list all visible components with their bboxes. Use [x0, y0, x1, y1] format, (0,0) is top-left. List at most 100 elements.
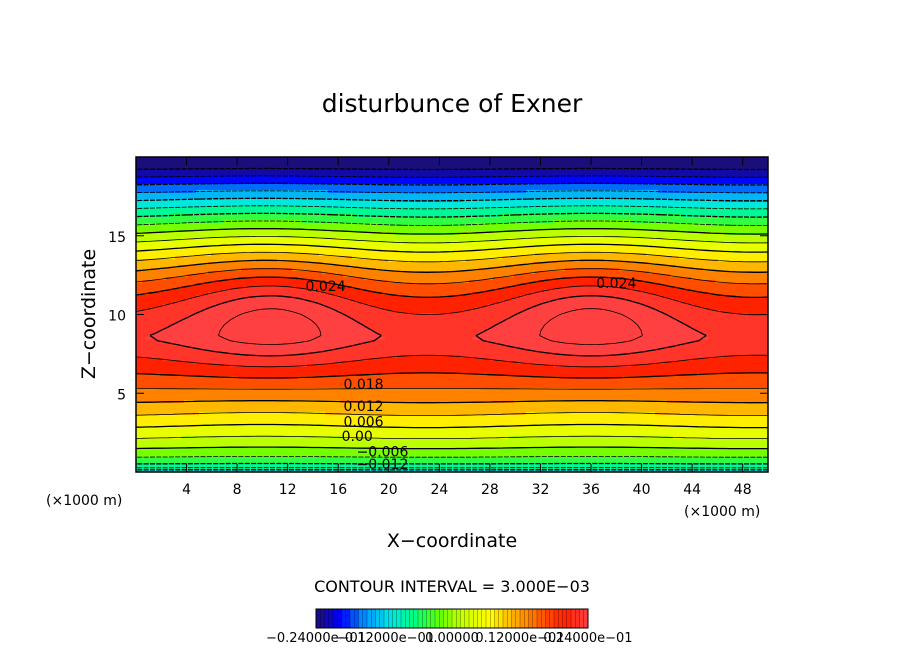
contour-band-cell	[508, 208, 512, 212]
contour-band-cell	[358, 184, 362, 188]
chart-title: disturbunce of Exner	[322, 89, 583, 118]
contour-band-cell	[649, 181, 653, 185]
contour-band-cell	[334, 178, 338, 182]
contour-band-cell	[727, 211, 731, 215]
contour-band-cell	[328, 202, 332, 206]
contour-band-cell	[352, 193, 356, 197]
contour-band-cell	[262, 157, 266, 161]
contour-band-cell	[655, 175, 659, 179]
contour-band-cell	[295, 157, 299, 161]
contour-band-cell	[409, 178, 413, 182]
contour-band-cell	[232, 181, 236, 185]
contour-band-cell	[490, 166, 494, 170]
contour-band-cell	[565, 211, 569, 215]
contour-band-cell	[265, 208, 269, 212]
contour-band-cell	[244, 184, 248, 188]
contour-band-cell	[220, 190, 224, 194]
contour-band-cell	[697, 169, 701, 173]
contour-band-cell	[418, 163, 422, 167]
contour-band-cell	[514, 178, 518, 182]
contour-band-cell	[724, 166, 728, 170]
contour-band-cell	[646, 196, 650, 200]
contour-band-cell	[439, 169, 443, 173]
contour-band-cell	[619, 178, 623, 182]
contour-band-cell	[220, 202, 224, 206]
contour-band-cell	[757, 169, 761, 173]
contour-band-cell	[634, 205, 638, 209]
contour-band-cell	[187, 166, 191, 170]
contour-band-cell	[244, 157, 248, 161]
contour-band-cell	[322, 208, 326, 212]
contour-band-cell	[274, 181, 278, 185]
contour-band-cell	[316, 160, 320, 164]
contour-band-cell	[496, 184, 500, 188]
contour-band-cell	[727, 163, 731, 167]
contour-band-cell	[361, 193, 365, 197]
contour-band-cell	[154, 193, 158, 197]
contour-band-cell	[565, 208, 569, 212]
contour-band-cell	[298, 208, 302, 212]
contour-band-cell	[484, 199, 488, 203]
contour-band-cell	[457, 184, 461, 188]
contour-band-cell	[316, 187, 320, 191]
contour-band-cell	[580, 157, 584, 161]
contour-band-cell	[385, 172, 389, 176]
contour-band-cell	[262, 163, 266, 167]
contour-band-cell	[154, 172, 158, 176]
contour-band-cell	[550, 187, 554, 191]
contour-band-cell	[721, 184, 725, 188]
contour-band-cell	[487, 157, 491, 161]
contour-band-cell	[643, 175, 647, 179]
contour-band-cell	[727, 169, 731, 173]
contour-band-cell	[235, 169, 239, 173]
contour-band-cell	[154, 190, 158, 194]
contour-band-cell	[604, 187, 608, 191]
contour-band-cell	[238, 184, 242, 188]
contour-band-cell	[223, 199, 227, 203]
contour-band-cell	[640, 199, 644, 203]
contour-band-cell	[694, 172, 698, 176]
contour-band-cell	[718, 178, 722, 182]
contour-band-cell	[385, 166, 389, 170]
contour-band-cell	[508, 202, 512, 206]
contour-band-cell	[142, 184, 146, 188]
contour-band-cell	[700, 208, 704, 212]
contour-band-cell	[304, 163, 308, 167]
contour-band-cell	[457, 157, 461, 161]
contour-band-cell	[232, 196, 236, 200]
contour-band-cell	[322, 175, 326, 179]
contour-band-cell	[280, 196, 284, 200]
contour-band-cell	[406, 166, 410, 170]
contour-band-cell	[319, 208, 323, 212]
contour-band-cell	[517, 208, 521, 212]
contour-band-cell	[409, 205, 413, 209]
contour-band-cell	[604, 163, 608, 167]
contour-band-cell	[439, 190, 443, 194]
contour-band-cell	[403, 172, 407, 176]
contour-band-cell	[490, 187, 494, 191]
contour-band-cell	[280, 160, 284, 164]
contour-band-cell	[763, 163, 767, 167]
contour-band-cell	[265, 187, 269, 191]
contour-band-cell	[451, 193, 455, 197]
contour-band-cell	[172, 160, 176, 164]
contour-band-cell	[190, 214, 194, 218]
contour-band-cell	[349, 193, 353, 197]
contour-band-cell	[346, 199, 350, 203]
contour-band-cell	[403, 187, 407, 191]
contour-band-cell	[628, 169, 632, 173]
contour-band-cell	[256, 199, 260, 203]
contour-band-cell	[544, 193, 548, 197]
contour-band-cell	[424, 160, 428, 164]
contour-band-cell	[205, 193, 209, 197]
contour-band-cell	[709, 157, 713, 161]
contour-band-cell	[319, 202, 323, 206]
contour-band-cell	[556, 157, 560, 161]
contour-band-cell	[613, 187, 617, 191]
contour-band-cell	[733, 160, 737, 164]
contour-band-cell	[445, 211, 449, 215]
contour-band-cell	[412, 160, 416, 164]
contour-band-cell	[319, 160, 323, 164]
contour-band-cell	[715, 163, 719, 167]
contour-band-cell	[259, 184, 263, 188]
